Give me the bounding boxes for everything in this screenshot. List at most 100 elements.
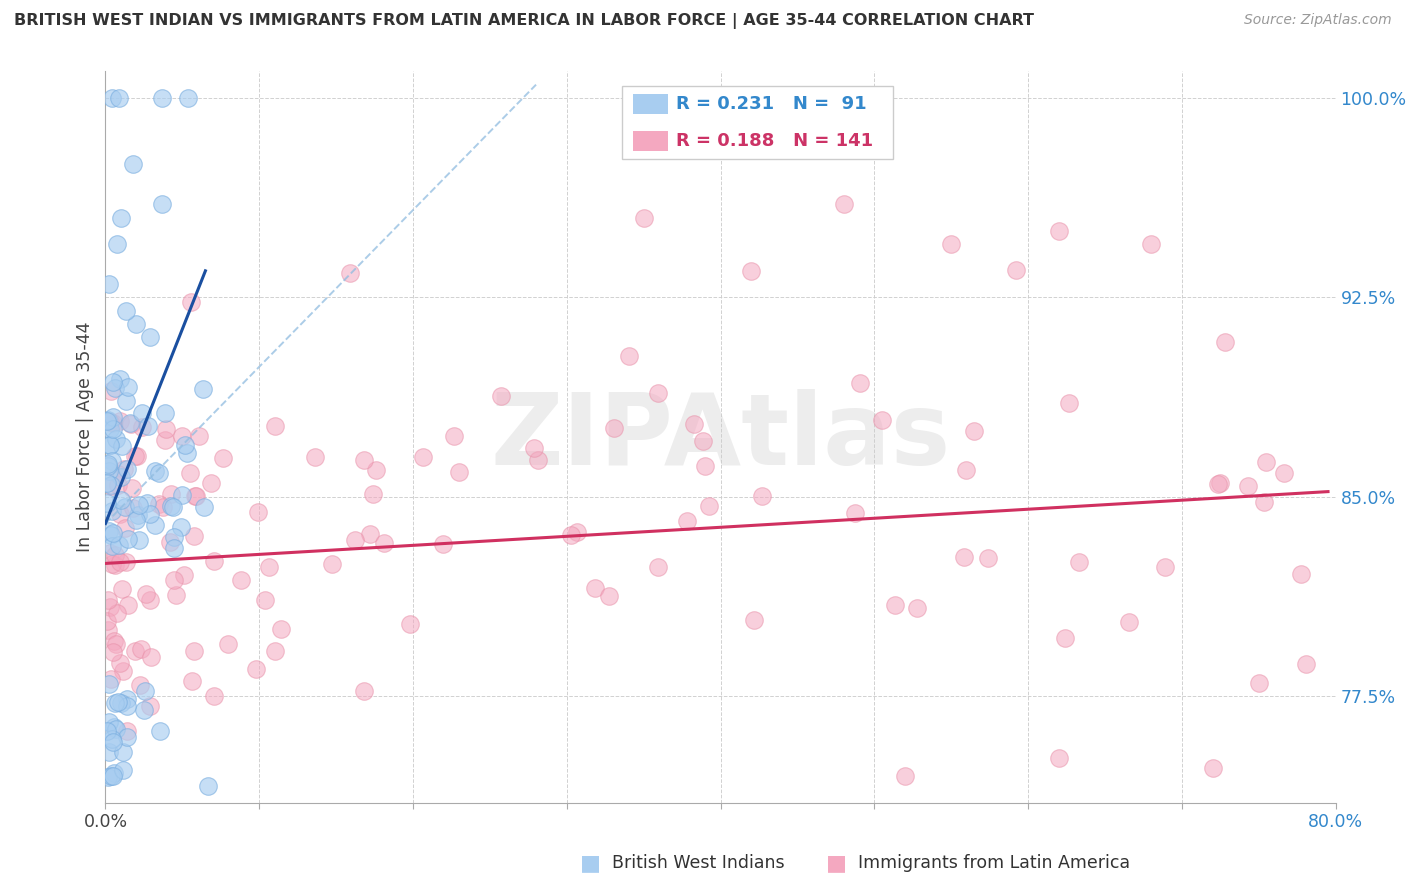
Point: [97, 412, 120, 426]
Point: [162, 500, 184, 515]
Point: [100, 438, 122, 452]
Point: [832, 197, 855, 211]
Point: [114, 555, 136, 569]
Point: [101, 525, 124, 540]
Point: [163, 530, 186, 544]
Point: [152, 91, 174, 105]
Point: [114, 521, 136, 535]
Point: [101, 454, 124, 468]
Point: [742, 613, 765, 627]
Point: [101, 539, 124, 553]
Point: [197, 779, 219, 793]
Point: [111, 582, 134, 596]
Point: [96, 414, 118, 428]
Point: [121, 481, 143, 495]
Point: [131, 642, 153, 657]
Point: [1118, 615, 1140, 629]
Point: [489, 389, 512, 403]
Point: [955, 463, 977, 477]
Point: [96, 615, 118, 629]
Point: [101, 422, 124, 436]
Point: [184, 489, 207, 503]
Point: [127, 508, 149, 523]
Point: [163, 541, 186, 555]
Point: [105, 637, 128, 651]
Point: [111, 664, 134, 678]
Point: [884, 599, 907, 613]
Point: [149, 724, 172, 739]
Point: [263, 418, 285, 433]
Point: [98, 277, 121, 292]
Point: [117, 380, 139, 394]
Point: [104, 558, 127, 572]
Point: [100, 557, 122, 571]
Point: [359, 526, 381, 541]
Point: [560, 527, 582, 541]
Point: [101, 734, 124, 748]
Point: [366, 463, 388, 477]
Point: [100, 478, 122, 492]
Point: [150, 197, 173, 211]
Point: [676, 514, 699, 528]
Point: [117, 598, 139, 612]
Point: [110, 470, 132, 484]
Point: [527, 453, 550, 467]
Point: [105, 432, 128, 446]
Point: [117, 730, 139, 744]
Point: [131, 406, 153, 420]
Point: [1295, 657, 1317, 672]
Point: [1057, 396, 1080, 410]
Point: [114, 500, 136, 515]
Point: [1209, 475, 1232, 490]
Point: [1047, 750, 1070, 764]
Point: [125, 449, 148, 463]
Point: [941, 237, 963, 252]
Point: [247, 505, 270, 519]
Point: [304, 450, 326, 464]
Point: [339, 266, 361, 280]
Point: [1206, 476, 1229, 491]
Text: ■: ■: [827, 854, 846, 873]
Point: [952, 549, 974, 564]
Point: [135, 587, 157, 601]
Point: [112, 745, 135, 759]
Point: [134, 684, 156, 698]
Point: [1289, 566, 1312, 581]
Point: [107, 695, 129, 709]
Point: [117, 691, 139, 706]
Point: [165, 589, 187, 603]
Point: [97, 676, 120, 690]
Point: [125, 317, 148, 331]
Point: [117, 461, 139, 475]
Point: [100, 769, 122, 783]
Point: [229, 573, 252, 587]
Text: R = 0.231   N =  91: R = 0.231 N = 91: [676, 95, 868, 113]
Point: [129, 678, 152, 692]
Point: [98, 464, 121, 478]
Point: [181, 674, 204, 689]
Point: [176, 446, 198, 460]
Point: [170, 519, 193, 533]
Point: [103, 416, 125, 430]
Point: [100, 673, 122, 687]
Point: [193, 500, 215, 514]
Point: [159, 535, 181, 549]
Point: [136, 418, 159, 433]
Point: [172, 429, 194, 443]
Point: [110, 211, 132, 225]
Point: [153, 433, 176, 447]
Point: [963, 424, 986, 438]
Text: Immigrants from Latin America: Immigrants from Latin America: [858, 855, 1130, 872]
Point: [583, 581, 606, 595]
Point: [870, 412, 893, 426]
Point: [103, 634, 125, 648]
Point: [202, 689, 225, 703]
Point: [179, 466, 201, 480]
Point: [1004, 263, 1026, 277]
Point: [114, 394, 136, 409]
Point: [97, 458, 120, 473]
Point: [122, 500, 145, 515]
Point: [152, 500, 174, 514]
Point: [122, 157, 145, 171]
Point: [183, 528, 205, 542]
